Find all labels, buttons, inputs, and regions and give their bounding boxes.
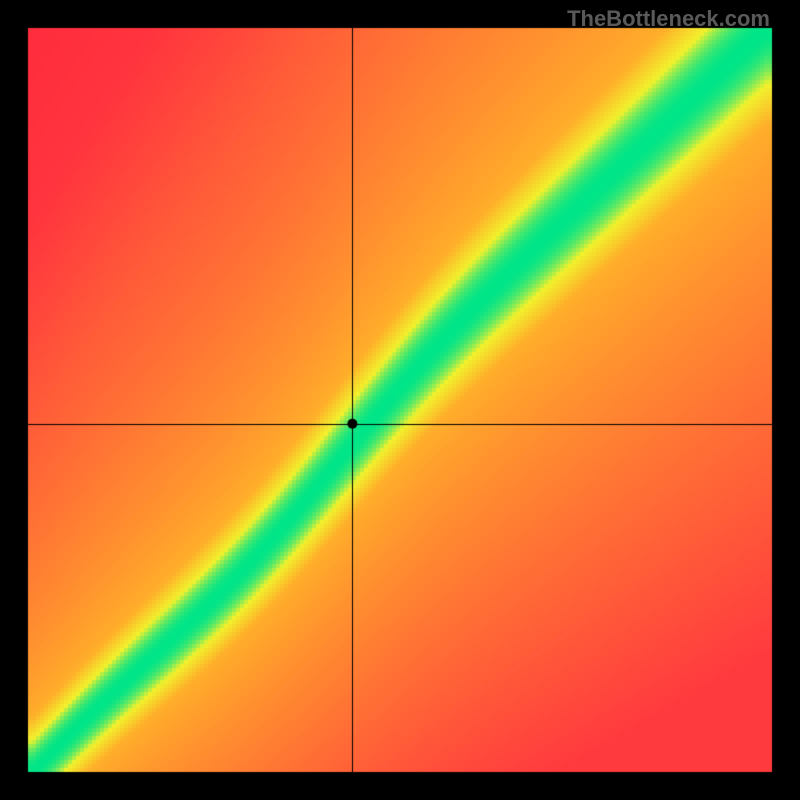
chart-container: TheBottleneck.com	[0, 0, 800, 800]
heatmap-canvas	[0, 0, 800, 800]
